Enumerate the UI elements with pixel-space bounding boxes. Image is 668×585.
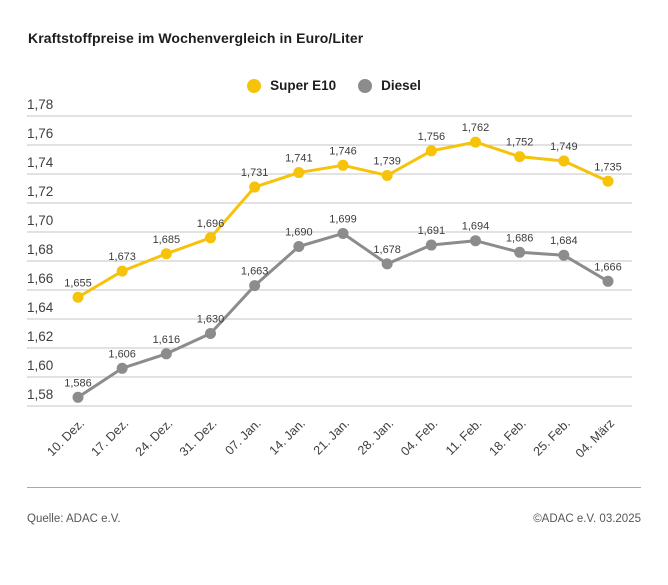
data-point bbox=[72, 291, 84, 303]
data-point-label: 1,630 bbox=[197, 314, 225, 326]
x-tick-label: 07. Jan. bbox=[222, 416, 263, 457]
data-point-label: 1,655 bbox=[64, 277, 92, 289]
data-point-label: 1,699 bbox=[329, 213, 357, 225]
y-tick-label: 1,64 bbox=[27, 300, 54, 315]
y-tick-label: 1,76 bbox=[27, 126, 53, 141]
diesel-dot-icon bbox=[358, 78, 373, 93]
data-point bbox=[337, 227, 349, 239]
data-point-label: 1,691 bbox=[418, 225, 446, 237]
x-tick-label: 10. Dez. bbox=[44, 416, 87, 459]
data-point-label: 1,739 bbox=[373, 155, 401, 167]
data-point-label: 1,678 bbox=[373, 244, 401, 256]
data-point bbox=[160, 348, 172, 360]
data-point bbox=[425, 145, 437, 157]
footer: Quelle: ADAC e.V. ©ADAC e.V. 03.2025 bbox=[27, 513, 641, 525]
data-point-label: 1,762 bbox=[462, 122, 490, 134]
data-point-label: 1,735 bbox=[594, 161, 622, 173]
x-tick-label: 25. Feb. bbox=[531, 416, 573, 458]
y-tick-label: 1,70 bbox=[27, 213, 53, 228]
source-note: Quelle: ADAC e.V. bbox=[27, 513, 121, 525]
x-tick-label: 04. Feb. bbox=[398, 416, 440, 458]
copyright-note: ©ADAC e.V. 03.2025 bbox=[533, 513, 641, 525]
legend-item-diesel: Diesel bbox=[358, 78, 421, 93]
data-point bbox=[470, 235, 481, 247]
data-point bbox=[116, 265, 128, 277]
data-point-label: 1,586 bbox=[64, 377, 92, 389]
data-point-label: 1,690 bbox=[285, 227, 313, 239]
page-title: Kraftstoffpreise im Wochenvergleich in E… bbox=[28, 30, 364, 46]
y-tick-label: 1,78 bbox=[27, 97, 53, 112]
data-point bbox=[558, 249, 570, 261]
y-tick-label: 1,74 bbox=[27, 155, 54, 170]
x-tick-label: 17. Dez. bbox=[88, 416, 131, 459]
y-tick-label: 1,60 bbox=[27, 358, 53, 373]
data-point bbox=[558, 155, 570, 167]
data-point-label: 1,752 bbox=[506, 137, 534, 149]
data-point bbox=[116, 362, 128, 374]
data-point bbox=[205, 328, 216, 339]
data-point bbox=[514, 246, 526, 258]
y-tick-label: 1,58 bbox=[27, 387, 53, 402]
y-tick-label: 1,72 bbox=[27, 184, 53, 199]
data-point-label: 1,694 bbox=[462, 221, 490, 233]
data-point bbox=[514, 151, 526, 163]
x-tick-label: 04. März bbox=[573, 416, 617, 460]
data-point bbox=[293, 241, 305, 252]
data-point-label: 1,741 bbox=[285, 153, 313, 165]
x-tick-label: 24. Dez. bbox=[133, 416, 176, 459]
data-point bbox=[337, 159, 349, 171]
x-tick-label: 28. Jan. bbox=[355, 416, 396, 457]
data-point-label: 1,663 bbox=[241, 266, 269, 278]
data-point-label: 1,756 bbox=[418, 131, 446, 143]
data-point bbox=[381, 258, 393, 270]
y-tick-label: 1,68 bbox=[27, 242, 53, 257]
data-point bbox=[602, 175, 614, 187]
data-point-label: 1,666 bbox=[594, 261, 622, 273]
data-point bbox=[72, 391, 84, 403]
y-tick-label: 1,62 bbox=[27, 329, 53, 344]
data-point bbox=[602, 275, 614, 287]
data-point bbox=[381, 169, 393, 181]
legend-label-super-e10: Super E10 bbox=[270, 78, 337, 93]
data-point-label: 1,673 bbox=[108, 251, 136, 263]
data-point-label: 1,731 bbox=[241, 167, 269, 179]
data-point-label: 1,686 bbox=[506, 232, 534, 244]
data-point bbox=[205, 232, 216, 244]
chart-legend: Super E10 Diesel bbox=[0, 78, 668, 93]
data-point bbox=[470, 136, 481, 148]
x-tick-label: 11. Feb. bbox=[443, 416, 485, 458]
data-point bbox=[160, 248, 172, 260]
x-tick-label: 31. Dez. bbox=[177, 416, 220, 459]
data-point bbox=[249, 280, 261, 292]
legend-label-diesel: Diesel bbox=[381, 78, 421, 93]
y-tick-label: 1,66 bbox=[27, 271, 53, 286]
data-point-label: 1,749 bbox=[550, 141, 578, 153]
data-point-label: 1,616 bbox=[153, 334, 181, 346]
data-point-label: 1,606 bbox=[108, 348, 136, 360]
data-point-label: 1,685 bbox=[153, 234, 181, 246]
x-tick-label: 18. Feb. bbox=[486, 416, 528, 458]
footer-divider bbox=[27, 487, 641, 488]
data-point bbox=[249, 181, 261, 193]
data-point-label: 1,746 bbox=[329, 145, 357, 157]
super-e10-dot-icon bbox=[247, 78, 262, 93]
x-tick-label: 21. Jan. bbox=[311, 416, 352, 457]
data-point-label: 1,684 bbox=[550, 235, 578, 247]
x-tick-label: 14. Jan. bbox=[267, 416, 308, 457]
legend-item-super-e10: Super E10 bbox=[247, 78, 336, 93]
data-point bbox=[425, 239, 437, 251]
data-point bbox=[293, 167, 305, 179]
data-point-label: 1,696 bbox=[197, 218, 225, 230]
